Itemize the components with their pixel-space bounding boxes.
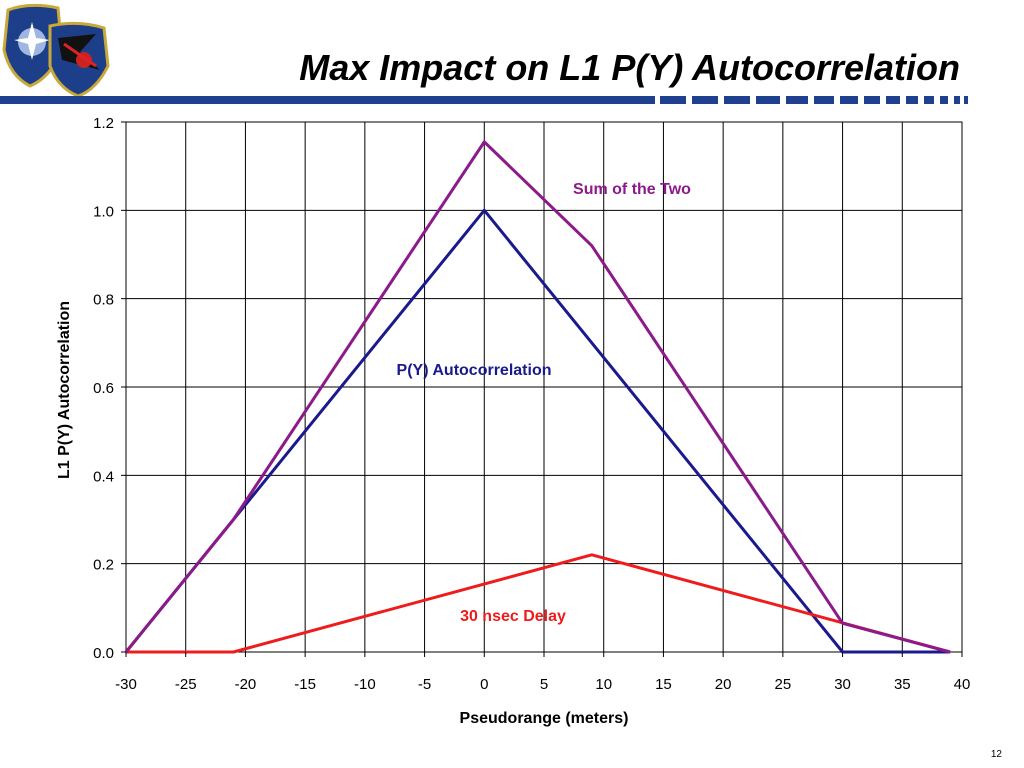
y-tick-label: 1.0: [93, 203, 114, 220]
x-tick-label: 5: [540, 676, 548, 693]
x-tick-label: -5: [418, 676, 431, 693]
x-tick-label: 40: [954, 676, 971, 693]
y-tick-label: 0.4: [93, 468, 114, 485]
y-tick-label: 1.2: [93, 115, 114, 132]
x-tick-label: 0: [480, 676, 488, 693]
header-divider-band: [0, 96, 968, 104]
y-tick-label: 0.8: [93, 292, 114, 309]
x-tick-label: -10: [354, 676, 376, 693]
x-tick-label: 10: [595, 676, 612, 693]
series-sum-of-the-two-line: [124, 140, 951, 654]
y-axis-title: L1 P(Y) Autocorrelation: [56, 301, 73, 479]
x-axis-title: Pseudorange (meters): [460, 710, 629, 727]
emblem-front-shield: [48, 21, 110, 98]
y-axis-ticks: 0.0 0.2 0.4 0.6 0.8 1.0 1.2: [93, 115, 126, 662]
chart-series: [124, 140, 951, 654]
y-tick-label: 0.2: [93, 557, 114, 574]
x-tick-label: 25: [775, 676, 792, 693]
y-tick-label: 0.0: [93, 645, 114, 662]
air-force-emblem-logo: [2, 3, 110, 98]
x-tick-label: 20: [715, 676, 732, 693]
x-tick-label: -30: [115, 676, 137, 693]
y-tick-label: 0.6: [93, 380, 114, 397]
x-tick-label: 15: [655, 676, 672, 693]
slide-number: 12: [990, 749, 1002, 760]
annotation-30-nsec-delay: 30 nsec Delay: [460, 608, 566, 625]
emblem-back-shield: [2, 3, 64, 88]
slide-title: Max Impact on L1 P(Y) Autocorrelation: [299, 47, 960, 88]
series-30-nsec-delay-line: [126, 553, 951, 654]
x-tick-label: -20: [235, 676, 257, 693]
x-tick-label: -15: [294, 676, 316, 693]
annotation-py-autocorrelation: P(Y) Autocorrelation: [397, 362, 552, 379]
series-py-autocorrelation-line: [124, 208, 951, 654]
x-tick-label: 30: [834, 676, 851, 693]
x-axis-ticks: -30 -25 -20 -15 -10 -5 0 5 10 15 20 25 30 35 40: [115, 652, 970, 693]
x-tick-label: -25: [175, 676, 197, 693]
annotation-sum-of-the-two: Sum of the Two: [573, 181, 691, 198]
x-tick-label: 35: [894, 676, 911, 693]
